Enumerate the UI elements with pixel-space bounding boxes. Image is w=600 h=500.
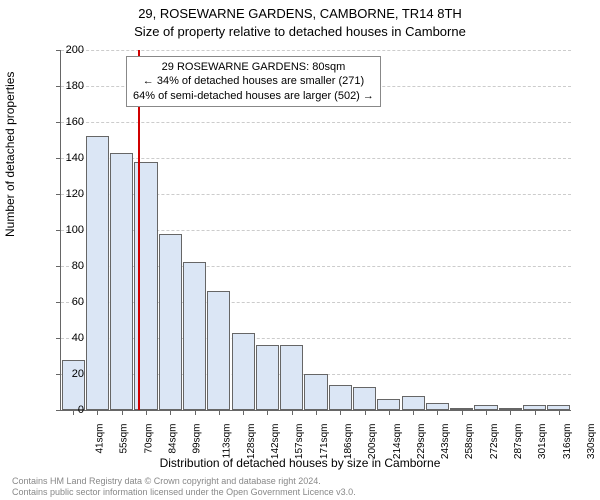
y-tick-label: 140 bbox=[54, 152, 84, 164]
y-tick-label: 0 bbox=[54, 404, 84, 416]
histogram-bar bbox=[353, 387, 376, 410]
histogram-bar bbox=[402, 396, 425, 410]
callout-line1: 29 ROSEWARNE GARDENS: 80sqm bbox=[133, 60, 374, 74]
y-tick-label: 80 bbox=[54, 260, 84, 272]
x-tick-label: 229sqm bbox=[416, 424, 427, 460]
chart-subtitle: Size of property relative to detached ho… bbox=[0, 24, 600, 39]
histogram-bar bbox=[304, 374, 327, 410]
x-tick-label: 171sqm bbox=[319, 424, 330, 460]
histogram-bar bbox=[329, 385, 352, 410]
x-tick-label: 41sqm bbox=[95, 424, 106, 454]
x-tick-label: 214sqm bbox=[392, 424, 403, 460]
histogram-bar bbox=[207, 291, 230, 410]
histogram-bar bbox=[280, 345, 303, 410]
y-tick-label: 180 bbox=[54, 80, 84, 92]
callout-line3: 64% of semi-detached houses are larger (… bbox=[133, 89, 374, 103]
x-tick-label: 157sqm bbox=[295, 424, 306, 460]
y-tick-label: 160 bbox=[54, 116, 84, 128]
y-tick-label: 20 bbox=[54, 368, 84, 380]
callout-line2: ← 34% of detached houses are smaller (27… bbox=[133, 74, 374, 88]
histogram-bar bbox=[377, 399, 400, 410]
y-tick-label: 60 bbox=[54, 296, 84, 308]
y-tick-label: 120 bbox=[54, 188, 84, 200]
x-tick-label: 330sqm bbox=[586, 424, 597, 460]
chart-title: 29, ROSEWARNE GARDENS, CAMBORNE, TR14 8T… bbox=[0, 6, 600, 21]
histogram-bar bbox=[86, 136, 109, 410]
histogram-bar bbox=[256, 345, 279, 410]
histogram-bar bbox=[183, 262, 206, 410]
histogram-bar bbox=[110, 153, 133, 410]
x-tick-label: 84sqm bbox=[168, 424, 179, 454]
y-tick-label: 200 bbox=[54, 44, 84, 56]
plot-area: 29 ROSEWARNE GARDENS: 80sqm ← 34% of det… bbox=[60, 50, 571, 411]
x-tick-label: 55sqm bbox=[119, 424, 130, 454]
x-tick-label: 142sqm bbox=[270, 424, 281, 460]
x-tick-label: 272sqm bbox=[489, 424, 500, 460]
x-tick-label: 99sqm bbox=[192, 424, 203, 454]
x-tick-label: 70sqm bbox=[143, 424, 154, 454]
histogram-bar bbox=[232, 333, 255, 410]
histogram-bar bbox=[426, 403, 449, 410]
x-tick-label: 316sqm bbox=[562, 424, 573, 460]
x-tick-label: 128sqm bbox=[246, 424, 257, 460]
x-tick-label: 258sqm bbox=[465, 424, 476, 460]
callout-box: 29 ROSEWARNE GARDENS: 80sqm ← 34% of det… bbox=[126, 56, 381, 107]
histogram-bar bbox=[159, 234, 182, 410]
y-tick-label: 100 bbox=[54, 224, 84, 236]
x-tick-label: 301sqm bbox=[537, 424, 548, 460]
x-tick-label: 287sqm bbox=[513, 424, 524, 460]
x-tick-label: 113sqm bbox=[221, 424, 232, 459]
footer-text: Contains HM Land Registry data © Crown c… bbox=[12, 476, 356, 498]
x-tick-label: 200sqm bbox=[367, 424, 378, 460]
x-tick-label: 186sqm bbox=[343, 424, 354, 460]
y-axis-label: Number of detached properties bbox=[3, 72, 17, 237]
y-tick-label: 40 bbox=[54, 332, 84, 344]
x-tick-label: 243sqm bbox=[440, 424, 451, 460]
